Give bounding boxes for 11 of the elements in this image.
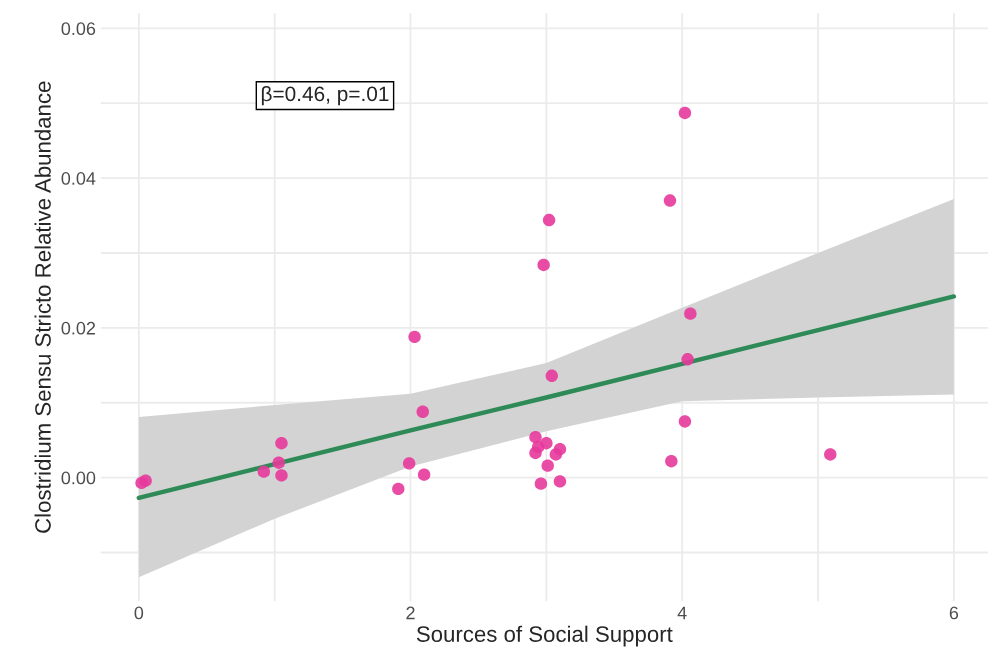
y-axis-title: Clostridium Sensu Stricto Relative Abundance [34,81,51,533]
x-axis-title: Sources of Social Support [416,625,673,647]
x-tick-label: 0 [134,606,144,620]
x-tick-label: 4 [677,606,687,620]
y-tick-label: 0.04 [61,172,96,185]
x-tick-label: 2 [406,606,415,620]
y-tick-label: 0.06 [61,22,96,36]
y-tick-label: 0.02 [61,321,96,335]
y-tick-label: 0.00 [61,471,96,485]
x-tick-label: 6 [949,606,959,620]
annotation: β=0.46, p=.01 [261,85,389,106]
